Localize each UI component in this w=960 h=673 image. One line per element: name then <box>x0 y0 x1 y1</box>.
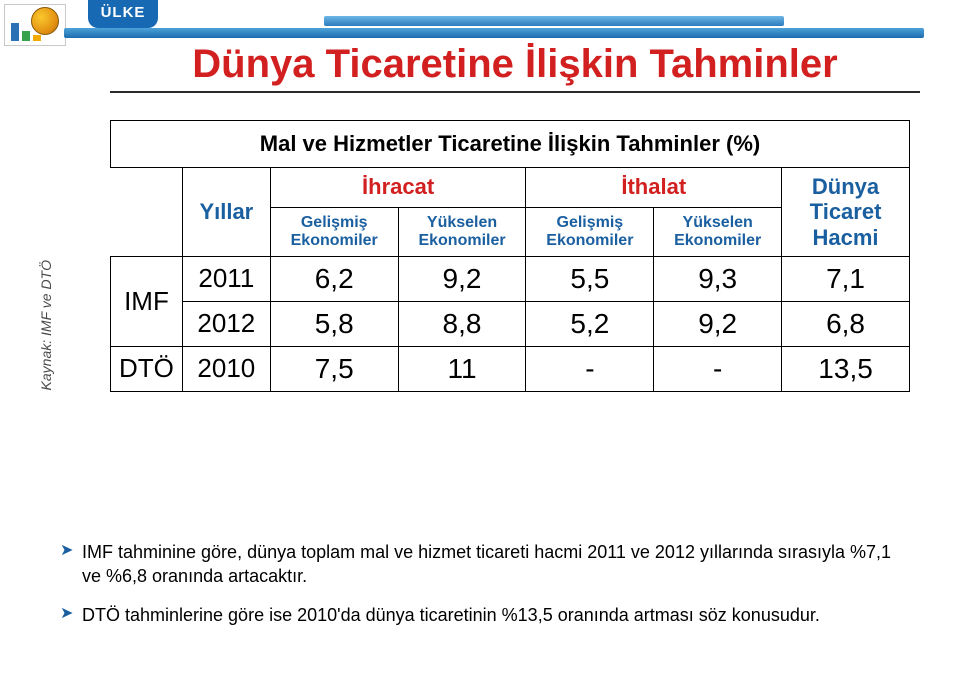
table-row: DTÖ 2010 7,5 11 - - 13,5 <box>111 346 910 391</box>
cell-value: 9,2 <box>398 256 526 301</box>
source-label: Kaynak: IMF ve DTÖ <box>38 260 54 390</box>
col-group-ithalat: İthalat <box>526 168 782 208</box>
col-ihr-yukselen: Yükselen Ekonomiler <box>398 207 526 256</box>
cell-year: 2010 <box>182 346 270 391</box>
bullet-list: IMF tahminine göre, dünya toplam mal ve … <box>60 540 900 641</box>
cell-value: 5,5 <box>526 256 654 301</box>
table-row: 2012 5,8 8,8 5,2 9,2 6,8 <box>111 301 910 346</box>
top-decorative-bars <box>64 28 924 38</box>
cell-value: 6,2 <box>270 256 398 301</box>
cell-value: 9,2 <box>654 301 782 346</box>
cell-value: - <box>654 346 782 391</box>
row-label-imf: IMF <box>111 256 183 346</box>
col-ith-gelismis: Gelişmiş Ekonomiler <box>526 207 654 256</box>
col-ith-yukselen: Yükselen Ekonomiler <box>654 207 782 256</box>
cell-value: 8,8 <box>398 301 526 346</box>
cell-year: 2012 <box>182 301 270 346</box>
bullet-item: IMF tahminine göre, dünya toplam mal ve … <box>60 540 900 589</box>
cell-value: 5,8 <box>270 301 398 346</box>
cell-value: 7,1 <box>782 256 910 301</box>
col-dunya: Dünya Ticaret Hacmi <box>782 168 910 257</box>
col-ihr-gelismis: Gelişmiş Ekonomiler <box>270 207 398 256</box>
cell-value: 6,8 <box>782 301 910 346</box>
ulke-badge: ÜLKE <box>88 0 158 28</box>
forecast-table: Mal ve Hizmetler Ticaretine İlişkin Tahm… <box>110 120 910 392</box>
cell-value: 9,3 <box>654 256 782 301</box>
cell-value: 7,5 <box>270 346 398 391</box>
row-label-dto: DTÖ <box>111 346 183 391</box>
cell-year: 2011 <box>182 256 270 301</box>
col-group-ihracat: İhracat <box>270 168 526 208</box>
table-row: IMF 2011 6,2 9,2 5,5 9,3 7,1 <box>111 256 910 301</box>
template-logo-icon <box>4 4 66 46</box>
cell-value: 13,5 <box>782 346 910 391</box>
bullet-item: DTÖ tahminlerine göre ise 2010'da dünya … <box>60 603 900 627</box>
col-years: Yıllar <box>182 168 270 257</box>
table-subtitle: Mal ve Hizmetler Ticaretine İlişkin Tahm… <box>111 121 910 168</box>
cell-value: 11 <box>398 346 526 391</box>
cell-value: - <box>526 346 654 391</box>
page-title: Dünya Ticaretine İlişkin Tahminler <box>110 42 920 99</box>
cell-value: 5,2 <box>526 301 654 346</box>
